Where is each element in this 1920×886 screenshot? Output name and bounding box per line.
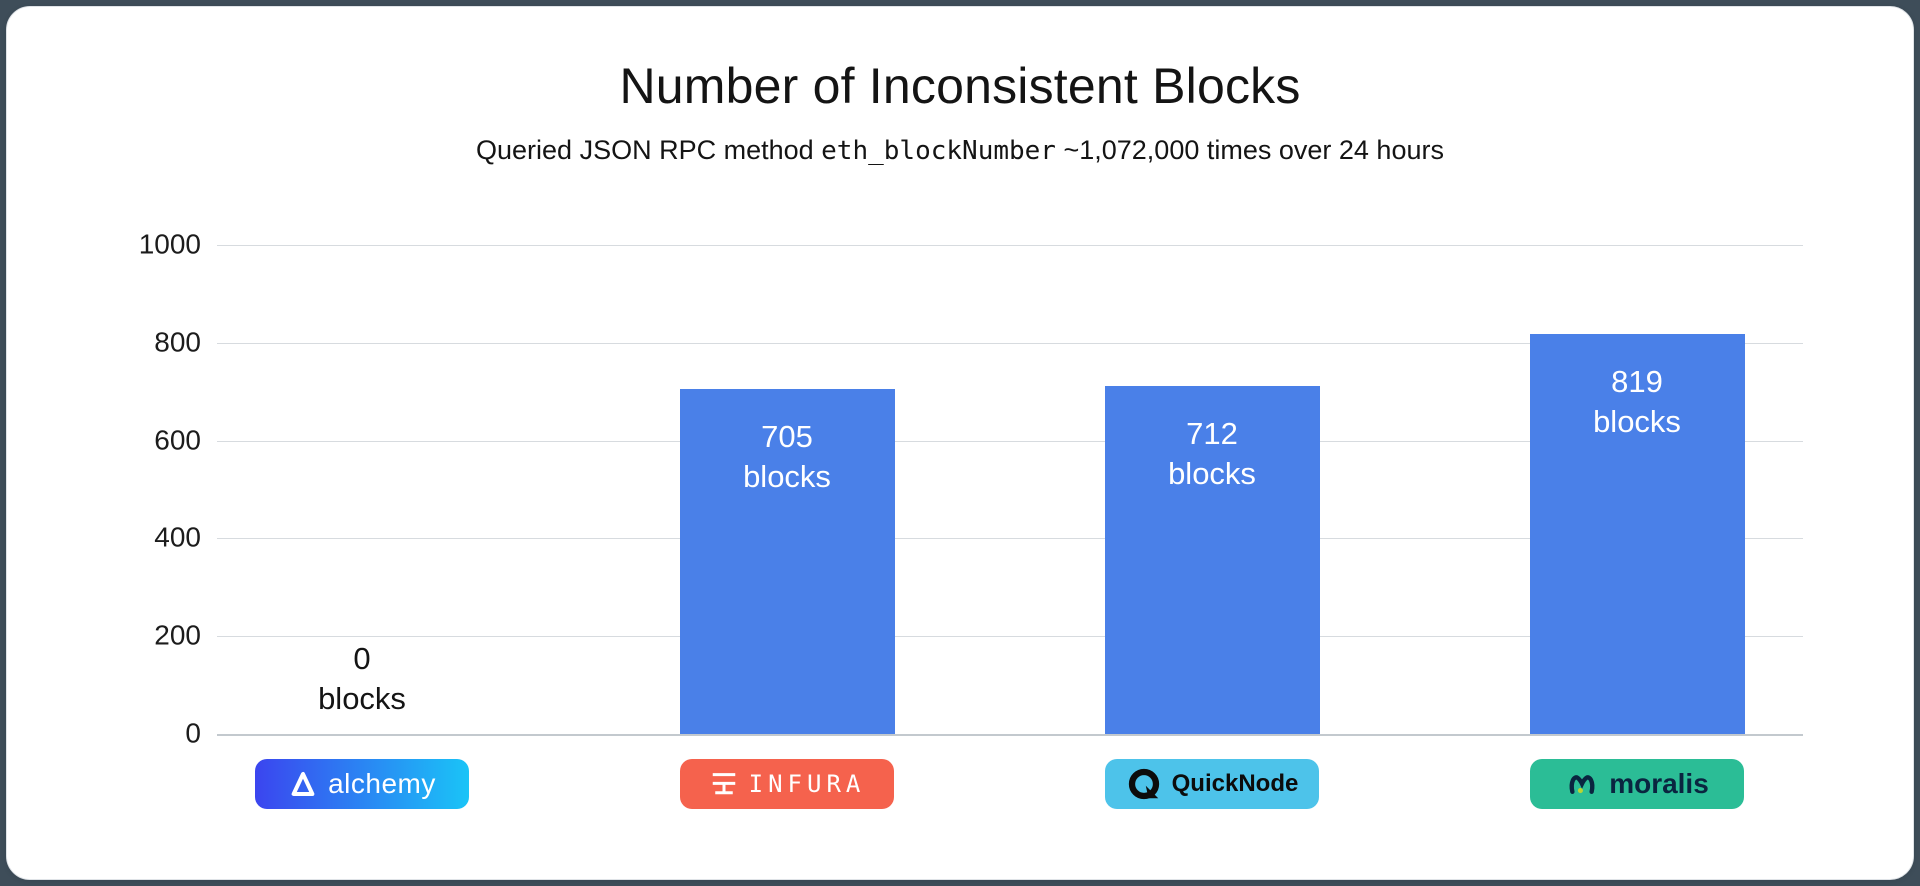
bar-group-alchemy: 0 blocks <box>255 7 470 879</box>
brand-label-infura: INFURA <box>748 770 866 798</box>
moralis-m-icon <box>1565 767 1599 801</box>
bar-group-quicknode: 712 blocks <box>1104 7 1320 879</box>
bar-quicknode <box>1104 385 1320 734</box>
bar-value-unit: blocks <box>1593 403 1681 439</box>
subtitle-code-method: eth_blockNumber <box>821 136 1056 166</box>
bar-value-number: 712 <box>1186 415 1238 451</box>
brand-label-alchemy: alchemy <box>328 768 436 799</box>
chart-subtitle: Queried JSON RPC method eth_blockNumber … <box>7 135 1913 166</box>
gridline <box>217 245 1803 246</box>
bar-label-quicknode: 712 blocks <box>1105 414 1320 494</box>
y-axis-tick: 800 <box>154 326 201 358</box>
bar-infura <box>679 389 895 734</box>
gridline <box>217 538 1803 540</box>
bar-group-infura: 705 blocks <box>679 7 895 879</box>
subtitle-suffix: ~1,072,000 times over 24 hours <box>1055 135 1444 165</box>
brand-badge-quicknode: QuickNode <box>1105 759 1319 809</box>
gridline <box>217 440 1803 442</box>
bar-label-moralis: 819 blocks <box>1530 362 1745 442</box>
gridline <box>217 342 1803 344</box>
brand-badge-infura: INFURA <box>680 759 894 809</box>
bar-value-number: 0 <box>353 641 371 676</box>
subtitle-prefix: Queried JSON RPC method <box>476 135 822 165</box>
infura-logo-icon <box>709 769 739 799</box>
chart-card: Number of Inconsistent Blocks Queried JS… <box>6 6 1914 880</box>
bar-label-alchemy: 0 blocks <box>255 639 470 719</box>
brand-label-quicknode: QuickNode <box>1171 770 1299 797</box>
y-axis-tick: 600 <box>154 423 201 455</box>
brand-badge-moralis: moralis <box>1530 759 1744 809</box>
bar-label-infura: 705 blocks <box>680 417 895 497</box>
y-axis-tick: 200 <box>154 619 201 651</box>
bar-moralis <box>1529 333 1745 734</box>
bar-value-unit: blocks <box>743 459 831 495</box>
bar-value-unit: blocks <box>318 681 406 716</box>
y-axis-tick: 0 <box>185 717 201 749</box>
chart-title: Number of Inconsistent Blocks <box>619 58 1301 114</box>
alchemy-triangle-icon <box>288 769 318 799</box>
gridline-axis-zero <box>217 734 1803 736</box>
y-axis-tick: 400 <box>154 521 201 553</box>
bar-value-unit: blocks <box>1168 455 1256 491</box>
quicknode-q-icon <box>1126 766 1162 802</box>
brand-label-moralis: moralis <box>1609 768 1709 799</box>
bar-group-moralis: 819 blocks <box>1529 7 1745 879</box>
brand-badge-alchemy: alchemy <box>255 759 469 809</box>
gridline <box>217 636 1803 638</box>
bar-value-number: 819 <box>1611 363 1663 399</box>
y-axis-tick: 1000 <box>138 228 201 260</box>
bar-value-number: 705 <box>761 419 813 455</box>
